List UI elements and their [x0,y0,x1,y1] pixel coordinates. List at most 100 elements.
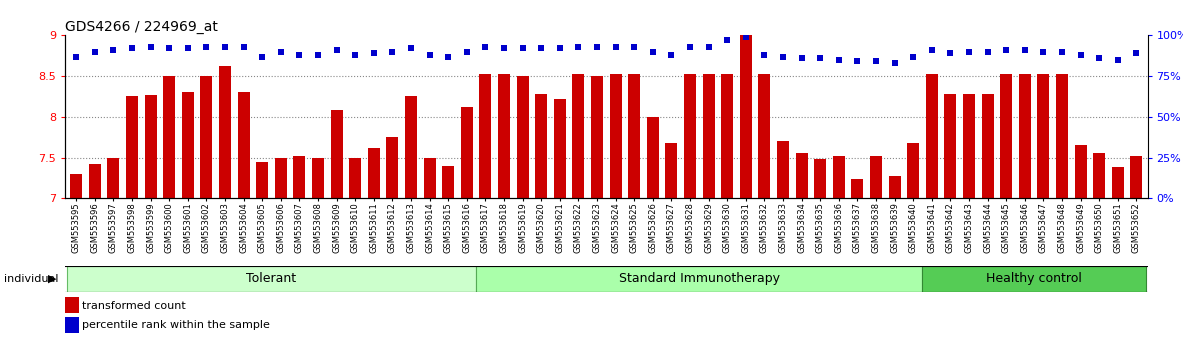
Bar [647,117,659,198]
Point [123,46,142,51]
Point [848,59,867,64]
Bar [554,99,565,198]
Bar [498,74,510,198]
Point [290,52,309,58]
Bar [722,74,733,198]
Point [271,49,290,55]
Bar [125,96,138,198]
Bar [257,161,269,198]
Point [550,46,569,51]
Bar [944,94,956,198]
Point [662,52,681,58]
Point [345,52,364,58]
Bar [907,143,919,198]
Bar [814,159,826,198]
Point [829,57,848,63]
Point [866,59,885,64]
Bar [1037,74,1049,198]
Point [476,44,494,50]
Bar [665,143,678,198]
Point [531,46,550,51]
Bar [163,76,175,198]
Point [234,44,253,50]
Point [923,47,942,53]
Point [718,38,737,43]
Bar [684,74,696,198]
Point [755,52,774,58]
Point [699,44,718,50]
Point [940,51,959,56]
Bar [476,266,923,292]
Bar [424,158,435,198]
Bar [1000,74,1013,198]
Point [1053,49,1072,55]
Bar [926,74,938,198]
Bar [1056,74,1068,198]
Point [959,49,978,55]
Bar [1093,154,1105,198]
Bar [573,74,584,198]
Bar [703,74,715,198]
Bar [609,74,621,198]
Point [494,46,513,51]
Text: ▶: ▶ [49,274,57,284]
Point [625,44,644,50]
Bar [349,158,361,198]
Point [774,54,793,59]
Point [85,49,104,55]
Point [606,44,625,50]
Bar [888,176,900,198]
Point [215,44,234,50]
Point [904,54,923,59]
Bar [1130,156,1143,198]
Text: Healthy control: Healthy control [987,272,1082,285]
Bar [368,148,380,198]
Point [793,55,812,61]
Point [253,54,272,59]
Bar [592,76,603,198]
Bar [293,156,305,198]
Point [160,46,179,51]
Point [309,52,328,58]
Bar [219,66,231,198]
Bar [1074,145,1087,198]
Bar [852,179,864,198]
Bar [108,158,119,198]
Point [588,44,607,50]
Bar [70,174,83,198]
Bar [330,110,343,198]
Point [997,47,1016,53]
Bar [758,74,770,198]
Bar [405,96,418,198]
Point [1015,47,1034,53]
Bar [1019,74,1030,198]
Bar [312,158,324,198]
Bar [517,76,529,198]
Point [141,44,160,50]
Bar [963,94,975,198]
Bar [460,107,473,198]
Text: Tolerant: Tolerant [246,272,297,285]
Bar [144,95,156,198]
Bar [1112,167,1124,198]
Point [569,44,588,50]
Point [66,54,85,59]
Bar [238,92,250,198]
Point [364,51,383,56]
Bar [628,74,640,198]
Text: Standard Immunotherapy: Standard Immunotherapy [619,272,780,285]
Point [1071,52,1090,58]
Point [978,49,997,55]
Point [885,60,904,66]
Bar [777,141,789,198]
Text: GDS4266 / 224969_at: GDS4266 / 224969_at [65,21,218,34]
Bar [739,35,752,198]
Point [439,54,458,59]
Point [810,55,829,61]
Point [1127,51,1146,56]
Point [680,44,699,50]
Bar [274,158,286,198]
Point [104,47,123,53]
Bar [182,92,194,198]
Text: percentile rank within the sample: percentile rank within the sample [82,320,270,330]
